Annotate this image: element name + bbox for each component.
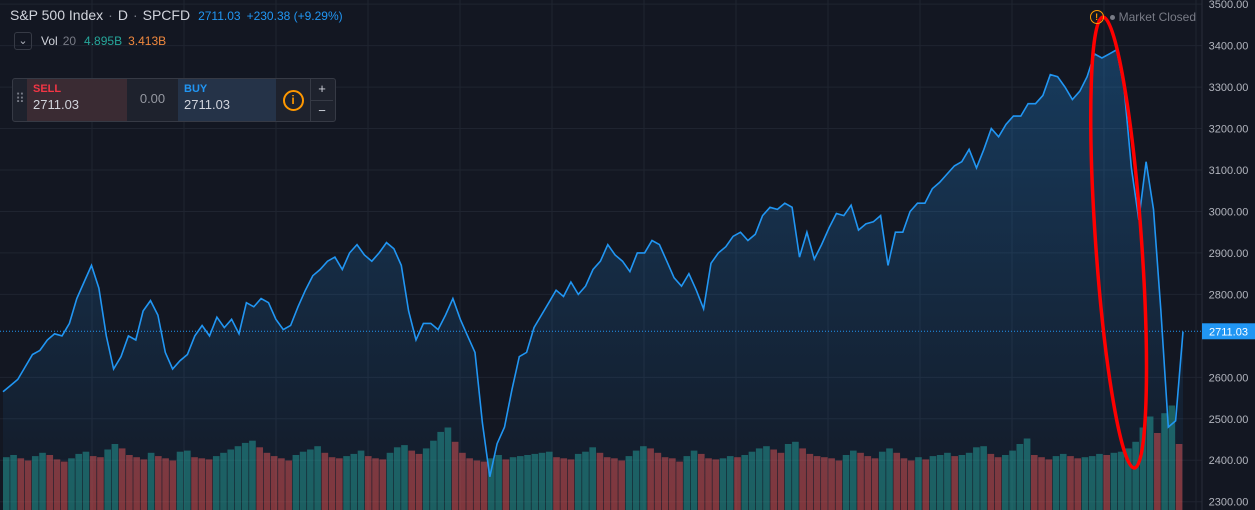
buy-label: BUY: [184, 83, 208, 95]
price-line: [2, 48, 1184, 477]
symbol-title[interactable]: S&P 500 Index: [10, 7, 104, 23]
chart-legend: S&P 500 Index · D · SPCFD 2711.03 +230.38 (+9.…: [10, 7, 343, 23]
price-tick-label: 3300.00: [1209, 82, 1249, 94]
info-icon[interactable]: i: [282, 89, 304, 111]
sell-button[interactable]: SELL 2711.03: [27, 79, 127, 121]
volume-ma-value: 3.413B: [128, 34, 167, 48]
last-price: 2711.03: [198, 9, 241, 23]
increase-button[interactable]: +: [311, 79, 333, 101]
source-label: SPCFD: [142, 7, 191, 23]
price-axis[interactable]: 3500.00 3400.00 3300.00 3200.00 3100.00 3000.…: [1202, 0, 1255, 509]
price-tick-label: 3400.00: [1209, 41, 1249, 53]
drag-handle-icon[interactable]: ⠿: [15, 91, 25, 106]
last-price-label: 2711.03: [1209, 326, 1248, 338]
price-tick-label: 3100.00: [1209, 165, 1249, 177]
price-change: +230.38 (+9.29%): [246, 9, 343, 23]
price-tick-label: 3000.00: [1209, 206, 1249, 218]
market-status[interactable]: ! Market Closed: [1089, 10, 1196, 24]
sell-price: 2711.03: [33, 97, 80, 112]
separator: ·: [108, 7, 113, 23]
spread-value: 0.00: [139, 91, 166, 106]
volume-label: Vol: [41, 34, 58, 48]
buy-button[interactable]: BUY 2711.03: [178, 79, 276, 121]
volume-legend: ⌄ Vol 20 4.895B 3.413B: [14, 32, 166, 50]
market-status-label: Market Closed: [1118, 10, 1196, 24]
price-tick-label: 3500.00: [1209, 0, 1249, 11]
price-tick-label: 2900.00: [1209, 248, 1249, 260]
decrease-button[interactable]: −: [318, 102, 326, 118]
quantity-stepper[interactable]: + −: [310, 79, 333, 121]
buy-price: 2711.03: [184, 97, 231, 112]
info-button[interactable]: i: [276, 79, 310, 121]
price-tick-label: 2800.00: [1209, 289, 1249, 301]
status-dot-icon: [1109, 14, 1115, 20]
trade-panel: ⠿ SELL 2711.03 0.00 BUY 2711.03 i + −: [12, 78, 336, 122]
price-tick-label: 2400.00: [1209, 455, 1249, 467]
last-price-tag: [1202, 323, 1255, 340]
price-tick-label: 3200.00: [1209, 124, 1249, 136]
price-tick-label: 2600.00: [1209, 372, 1249, 384]
separator: ·: [132, 7, 138, 23]
chevron-down-icon[interactable]: ⌄: [14, 32, 32, 50]
volume-period: 20: [62, 34, 77, 48]
warning-icon[interactable]: !: [1089, 10, 1104, 24]
price-area: [3, 49, 1183, 510]
price-tick-label: 2500.00: [1209, 414, 1249, 426]
volume-value: 4.895B: [84, 34, 123, 48]
price-tick-label: 2300.00: [1209, 497, 1249, 509]
sell-label: SELL: [33, 83, 62, 95]
timeframe-label[interactable]: D: [117, 7, 128, 23]
